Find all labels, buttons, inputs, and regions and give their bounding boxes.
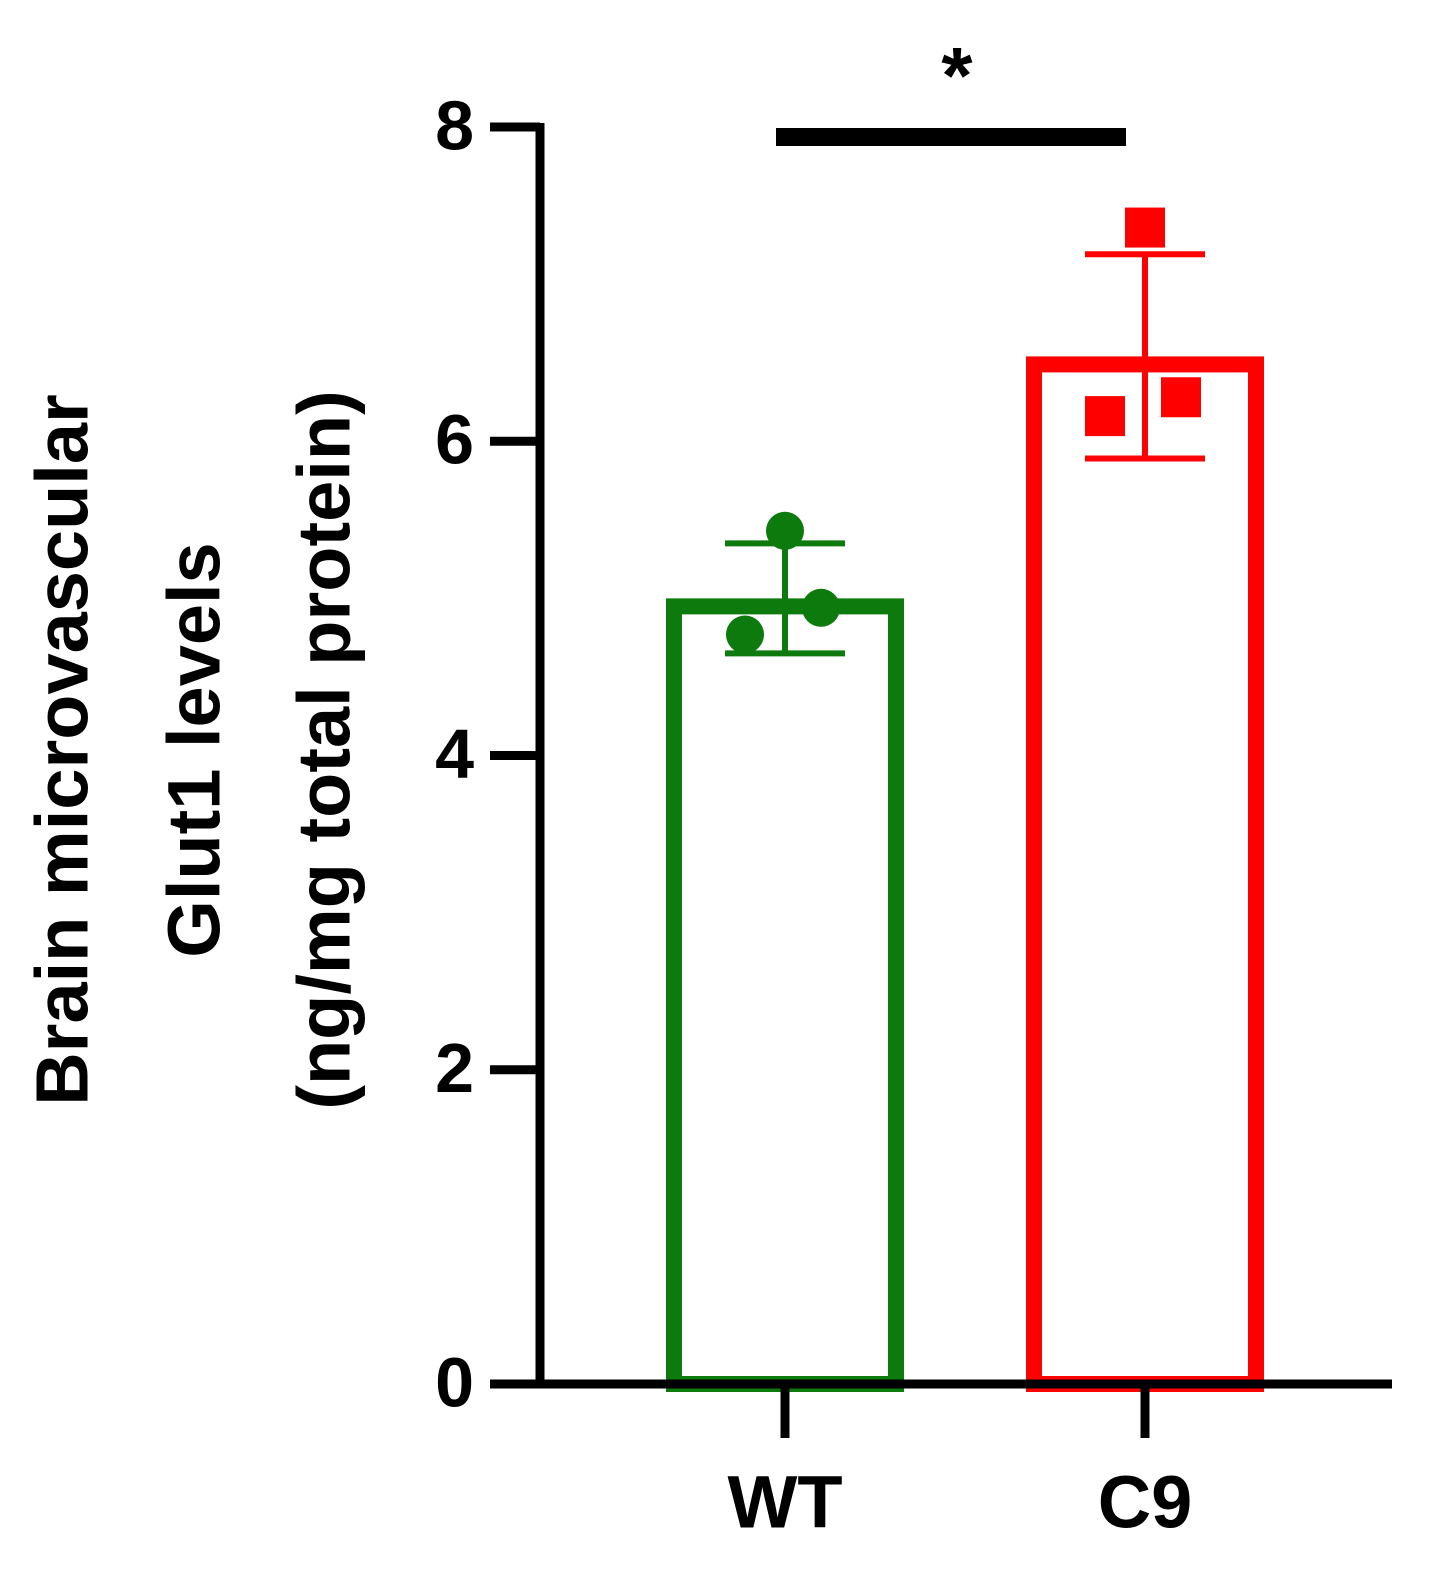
- data-point: [802, 588, 840, 627]
- y-tick-label: 4: [435, 715, 474, 793]
- y-axis-label: Glut1 levels: [153, 542, 236, 957]
- y-tick-label: 6: [435, 401, 474, 479]
- data-point: [766, 511, 804, 550]
- bar: [1026, 356, 1264, 1392]
- x-tick-label: WT: [727, 1461, 842, 1544]
- y-tick-label: 8: [435, 86, 474, 164]
- y-axis-label: (ng/mg total protein): [283, 390, 366, 1109]
- data-point: [726, 615, 764, 654]
- data-point: [1125, 207, 1165, 248]
- bar: [666, 598, 904, 1392]
- significance-label: *: [941, 31, 973, 120]
- y-axis-label: Brain microvascular: [21, 394, 104, 1106]
- y-tick-label: 2: [435, 1029, 474, 1107]
- x-tick-label: C9: [1098, 1461, 1193, 1544]
- data-point: [1085, 396, 1125, 437]
- y-tick-label: 0: [435, 1343, 474, 1421]
- data-point: [1161, 377, 1201, 418]
